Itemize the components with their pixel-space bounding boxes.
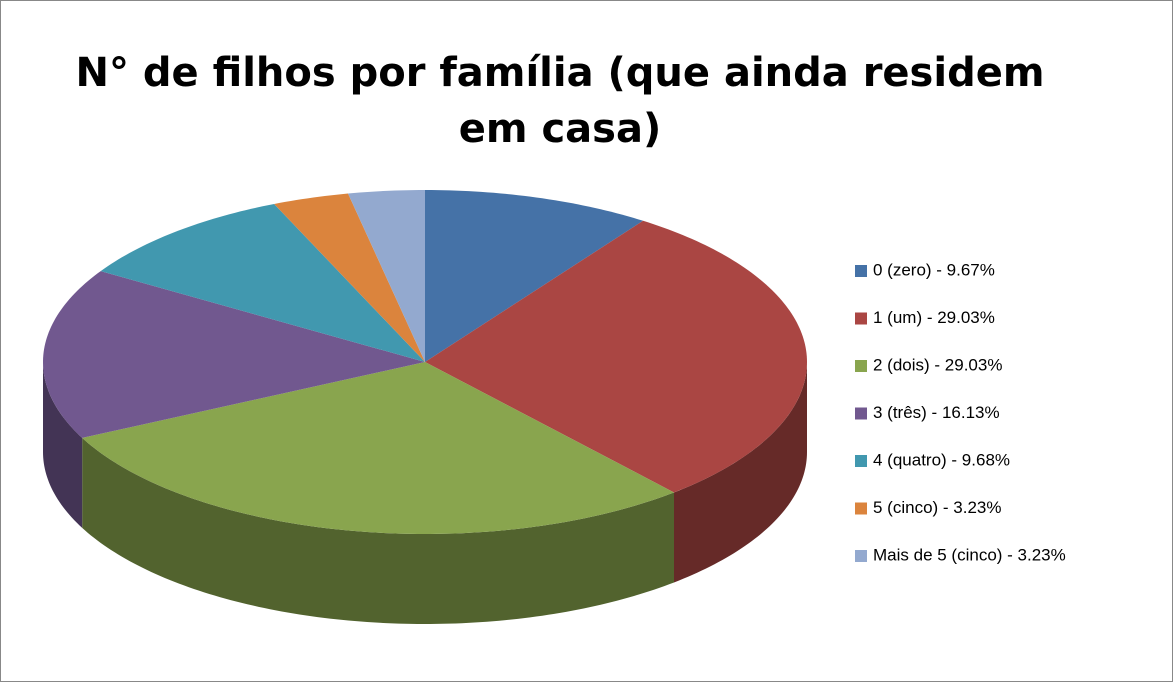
legend-swatch (855, 312, 867, 325)
legend-swatch (855, 550, 867, 562)
slice (425, 220, 807, 493)
legend-label: 4 (quatro) - 9.68% (873, 450, 1010, 469)
slice (274, 193, 425, 362)
slice (425, 190, 644, 362)
slice (100, 203, 426, 362)
slice-side (674, 362, 807, 583)
legend-swatch (855, 455, 867, 467)
legend-label: 5 (cinco) - 3.23% (873, 498, 1002, 517)
legend-label: 2 (dois) - 29.03% (873, 355, 1002, 374)
legend-label: 0 (zero) - 9.67% (873, 260, 995, 279)
legend-label: Mais de 5 (cinco) - 3.23% (873, 545, 1066, 564)
slice (82, 362, 675, 534)
slice (348, 190, 425, 362)
slice-side (43, 362, 83, 528)
legend-swatch (855, 360, 867, 372)
chart-title: N° de filhos por família (que ainda resi… (75, 50, 1044, 152)
legend-swatch (855, 502, 867, 515)
legend-swatch (855, 407, 867, 420)
slice-side (82, 437, 675, 624)
legend-label: 3 (três) - 16.13% (873, 403, 1000, 422)
legend-swatch (855, 265, 867, 277)
legend-label: 1 (um) - 29.03% (873, 308, 995, 327)
slice (43, 271, 425, 438)
